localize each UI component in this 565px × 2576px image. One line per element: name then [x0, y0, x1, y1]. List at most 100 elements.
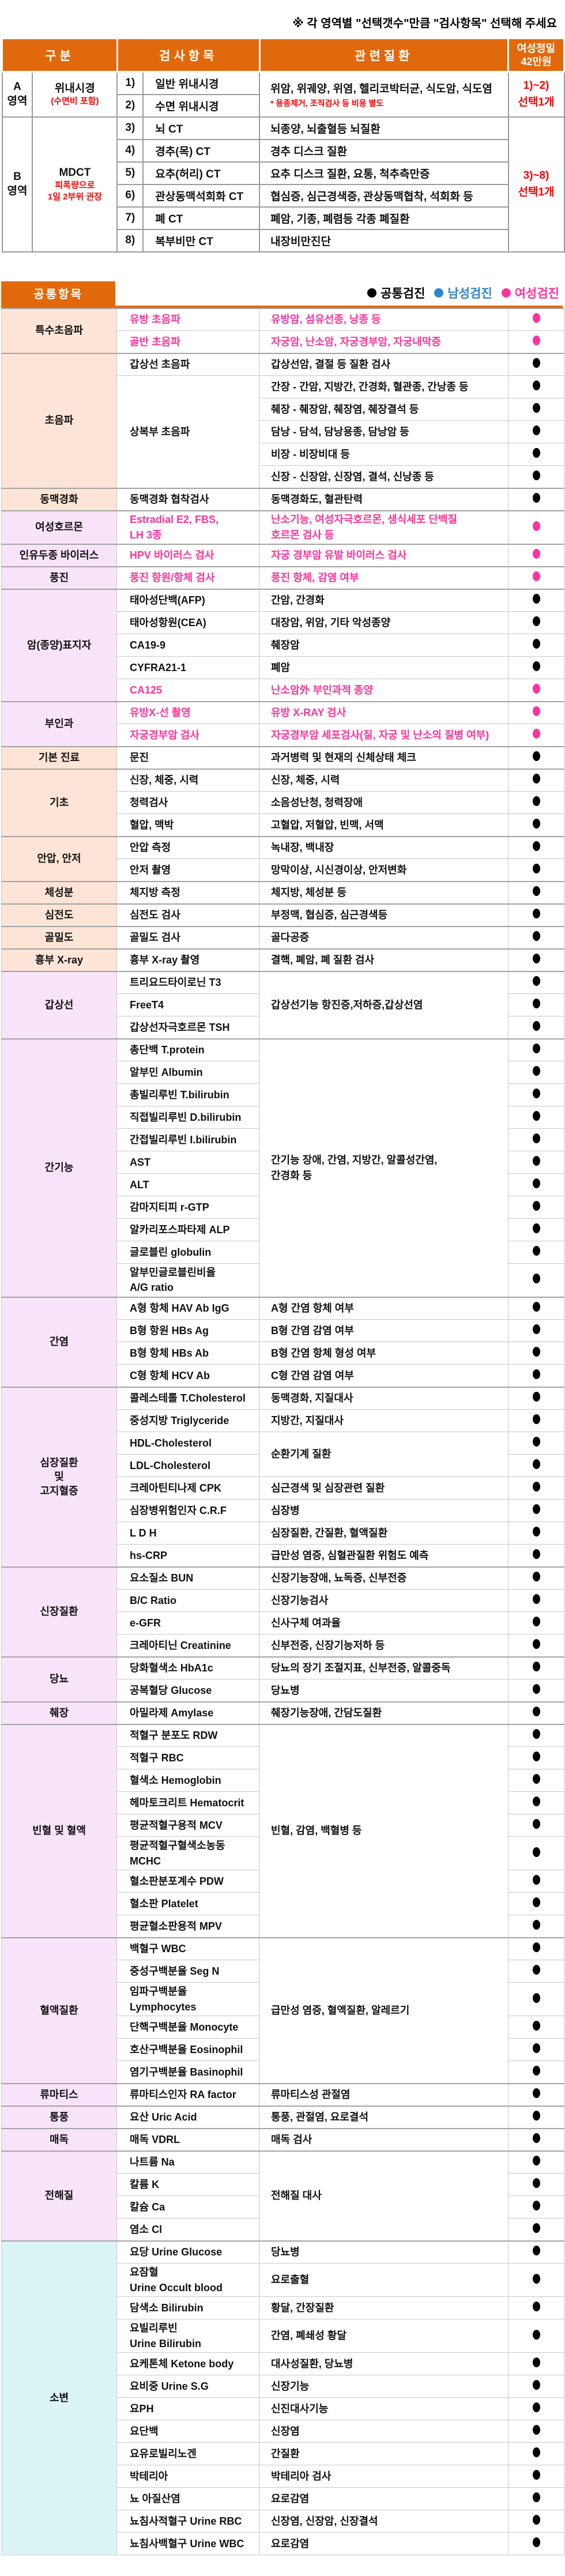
common-exam-dot-icon	[532, 358, 540, 368]
common-items-tab: 공통항목	[1, 281, 115, 306]
exam-item-option[interactable]: 관상동맥석회화 CT	[142, 183, 261, 208]
dot-cell	[508, 1656, 564, 1679]
legend-item: 공통검진	[367, 284, 425, 302]
exam-number: 3)	[116, 116, 144, 140]
exam-row: B형 항체 HBs Ab B형 간염 항체 형성 여부	[2, 1342, 564, 1365]
dot-cell	[508, 1454, 564, 1477]
dot-cell	[508, 611, 564, 634]
exam-item: 뇨침사백혈구 Urine WBC	[116, 2532, 259, 2555]
related-disease: 녹내장, 백내장	[259, 835, 508, 859]
exam-item-option[interactable]: 요추(허리) CT	[142, 161, 261, 185]
related-disease: 갑상선기능 항진증,저하증,갑상선염	[259, 970, 508, 1039]
dot-cell	[508, 1477, 564, 1500]
related-disease: 대장암, 위암, 기타 악성종양	[259, 611, 508, 634]
category-cell: 매독	[1, 2127, 117, 2151]
dot-cell	[508, 1566, 564, 1590]
dot-cell	[508, 948, 564, 971]
related-disease: 전해질 대사	[259, 2150, 508, 2241]
common-exam-dot-icon	[532, 1774, 540, 1784]
common-exam-dot-icon	[532, 863, 540, 873]
common-exam-dot-icon	[532, 886, 540, 896]
common-exam-dot-icon	[532, 1797, 540, 1806]
category-cell: 간염	[1, 1296, 117, 1387]
dot-cell	[508, 634, 564, 657]
common-exam-dot-icon	[532, 2402, 540, 2412]
common-exam-dot-icon	[532, 841, 540, 852]
exam-item-option[interactable]: 수면 위내시경	[142, 93, 261, 118]
category-cell: 안압, 안저	[1, 835, 117, 882]
exam-row: 기초 신장, 체중, 시력 신장, 체중, 시력	[1, 768, 564, 837]
common-exam-dot-icon	[532, 1965, 540, 1975]
common-exam-dot-icon	[532, 1819, 540, 1829]
exam-row: 태아성항원(CEA) 대장암, 위암, 기타 악성종양	[2, 611, 564, 634]
exam-item-option[interactable]: 뇌 CT	[142, 116, 261, 140]
dot-cell	[508, 745, 564, 769]
common-exam-dot-icon	[532, 2246, 540, 2256]
dot-cell	[508, 330, 564, 353]
common-exam-dot-icon	[532, 1044, 540, 1054]
related-disease: 체지방, 체성분 등	[259, 880, 508, 904]
related-disease: 유방암, 섬유선종, 낭종 등	[259, 307, 508, 331]
common-exam-dot-icon	[532, 2156, 540, 2166]
exam-item-option[interactable]: 복부비만 CT	[142, 228, 261, 253]
related-disease: 급만성 염증, 혈액질환, 알레르기	[259, 1937, 508, 2084]
exam-item: CYFRA21-1	[116, 656, 259, 679]
related-disease: 갑상선암, 결절 등 질환 검사	[259, 352, 508, 376]
section-name-text: MDCT	[59, 166, 91, 179]
exam-item-option[interactable]: 경추(목) CT	[142, 138, 261, 163]
legend: 공통검진 남성검진 여성검진	[367, 284, 559, 302]
exam-item-option[interactable]: 폐 CT	[142, 206, 261, 230]
exam-item: 유방X-선 촬영	[116, 701, 259, 724]
common-exam-dot-icon	[532, 976, 540, 986]
exam-item: 염소 Cl	[116, 2218, 259, 2241]
dot-cell	[508, 880, 564, 904]
common-exam-dot-icon	[532, 2380, 540, 2390]
category-cell: 골밀도	[1, 925, 117, 949]
related-disease: 요로감염	[259, 2487, 508, 2510]
female-exam-dot-icon	[532, 335, 540, 345]
exam-row: 박테리아 박테리아 검사	[2, 2465, 564, 2488]
exam-row: 신장질환 요소질소 BUN 신장기능장애, 뇨독증, 신부전증	[1, 1566, 564, 1657]
exam-row: 기본 진료 문진 과거병력 및 현재의 신체상태 체크	[1, 745, 564, 769]
common-exam-dot-icon	[532, 1223, 540, 1233]
col-header-package: 여성정밀 42만원	[507, 37, 565, 73]
exam-item: 신장, 체중, 시력	[116, 768, 259, 792]
dot-cell	[508, 2487, 564, 2510]
dot-cell	[508, 1960, 564, 1983]
common-exam-dot-icon	[532, 1572, 540, 1582]
exam-item: ALT	[116, 1173, 259, 1196]
dot-cell	[508, 1611, 564, 1635]
exam-row: 동맥경화 동맥경화 협착검사 동맥경화도, 혈관탄력	[1, 487, 564, 511]
dot-cell	[508, 2150, 564, 2174]
exam-item-option[interactable]: 일반 위내시경	[142, 71, 261, 95]
exam-row: 요빌리루빈 Urine Bilirubin 간염, 폐쇄성 황달	[2, 2319, 564, 2353]
common-exam-dot-icon	[532, 2425, 540, 2435]
exam-row: 매독 매독 VDRL 매독 검사	[1, 2127, 564, 2151]
related-disease: B형 간염 항체 형성 여부	[259, 1342, 508, 1365]
exam-row: 알카리포스파타제 ALP	[2, 1218, 564, 1241]
exam-item: 상복부 초음파	[116, 375, 259, 488]
exam-item: 칼륨 K	[116, 2173, 259, 2196]
common-exam-dot-icon	[532, 931, 540, 941]
dot-cell	[508, 2442, 564, 2465]
common-exam-dot-icon	[532, 818, 540, 828]
common-exam-dot-icon	[532, 2043, 540, 2053]
common-exam-dot-icon	[532, 2302, 540, 2311]
dot-cell	[508, 1196, 564, 1219]
exam-item: 혈소판 Platelet	[116, 1892, 259, 1915]
exam-row: 간접빌리루빈 I.bilirubin	[2, 1128, 564, 1151]
exam-row: 갑상선 트리요드타이로닌 T3 갑상선기능 항진증,저하증,갑상선염	[1, 970, 564, 1039]
exam-row: 비장 - 비장비대 등	[2, 443, 564, 466]
exam-item: 요빌리루빈 Urine Bilirubin	[116, 2319, 259, 2353]
exam-item: 감마지티피 r-GTP	[116, 1196, 259, 1219]
exam-item: 트리요드타이로닌 T3	[116, 970, 259, 994]
dot-cell	[508, 2375, 564, 2398]
selection-table: 구분 검사항목 관련질환 여성정밀 42만원 A 영역 위내시경 (수면비 포함…	[1, 37, 565, 253]
common-exam-dot-icon	[532, 2133, 540, 2143]
dot-cell	[508, 903, 564, 927]
common-exam-dot-icon	[532, 2515, 540, 2525]
exam-row: 심장질환 및 고지혈증 콜레스테롤 T.Cholesterol 동맥경화, 지질대사	[1, 1386, 564, 1567]
exam-row: 평균적혈구혈색소농동 MCHC	[2, 1836, 564, 1870]
common-exam-dot-icon	[532, 1752, 540, 1761]
dot-cell	[508, 588, 564, 612]
